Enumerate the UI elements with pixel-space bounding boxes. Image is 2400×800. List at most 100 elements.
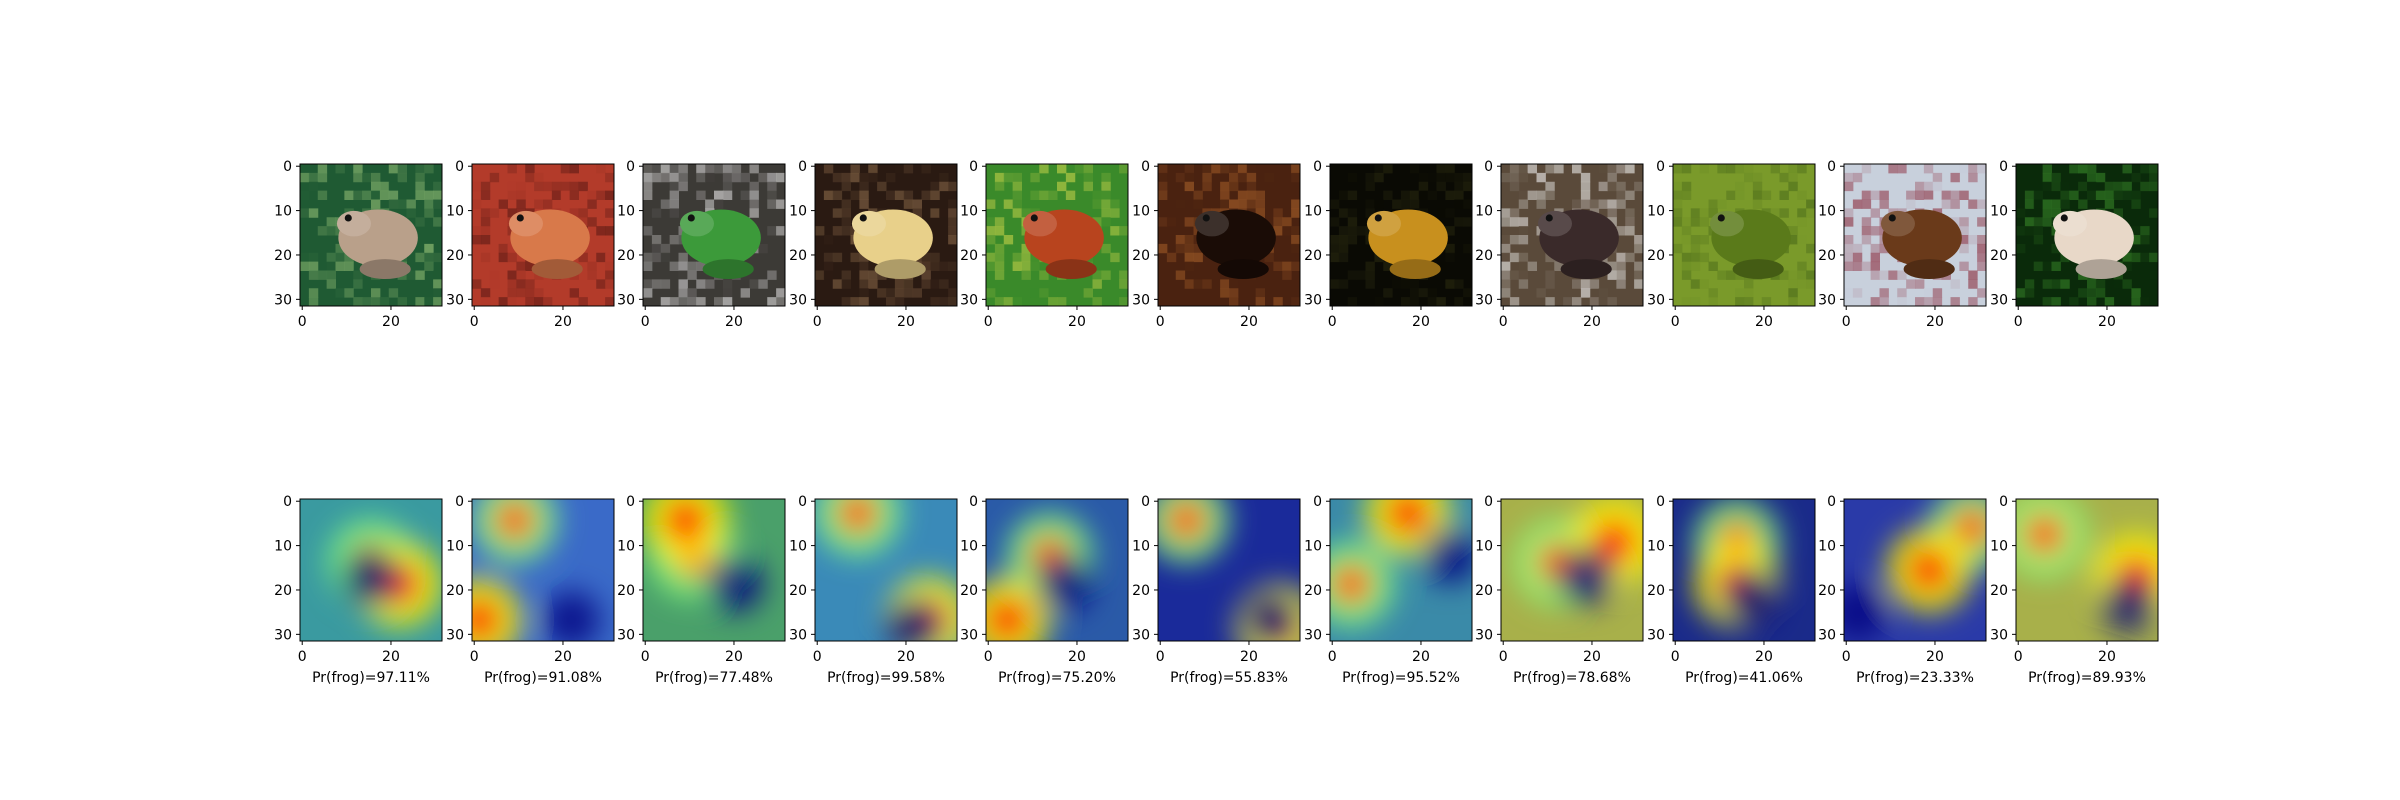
y-tick-label: 30	[617, 627, 635, 643]
y-tick-label: 10	[617, 539, 635, 555]
x-tick-label: 20	[1412, 314, 1430, 330]
heatmap-frame	[814, 498, 958, 642]
x-tick-label: 0	[984, 314, 993, 330]
y-tick-label: 20	[789, 248, 807, 264]
y-tick-label: 0	[1827, 159, 1836, 175]
x-tick-label: 20	[1583, 649, 1601, 665]
x-tick-label: 0	[1156, 649, 1165, 665]
probability-caption: Pr(frog)=41.06%	[1685, 670, 1803, 686]
input-image-2: 0 10 20 30 0 20	[446, 159, 615, 330]
y-tick-label: 0	[969, 494, 978, 510]
y-tick-label: 20	[1818, 583, 1836, 599]
y-tick-label: 30	[1304, 627, 1322, 643]
x-tick-label: 20	[554, 649, 572, 665]
y-tick-label: 0	[1141, 159, 1150, 175]
heatmap-3: 0 10 20 30 0 20 Pr(frog)=77.48%	[617, 494, 786, 686]
y-tick-label: 0	[1999, 159, 2008, 175]
x-tick-label: 0	[1671, 314, 1680, 330]
x-tick-label: 0	[1842, 314, 1851, 330]
input-image-9: 0 10 20 30 0 20	[1647, 159, 1816, 330]
y-tick-label: 20	[960, 583, 978, 599]
x-tick-label: 20	[1755, 314, 1773, 330]
input-image-frame	[1157, 163, 1301, 307]
y-tick-label: 10	[960, 539, 978, 555]
heatmap-frame	[1672, 498, 1816, 642]
y-tick-label: 10	[1475, 204, 1493, 220]
gradcam-overlay	[986, 499, 1128, 641]
probability-caption: Pr(frog)=99.58%	[827, 670, 945, 686]
y-tick-label: 10	[1990, 204, 2008, 220]
y-tick-label: 30	[1990, 627, 2008, 643]
y-tick-label: 0	[798, 159, 807, 175]
x-tick-label: 0	[470, 314, 479, 330]
y-tick-label: 30	[446, 627, 464, 643]
x-tick-label: 0	[1842, 649, 1851, 665]
heatmap-8: 0 10 20 30 0 20 Pr(frog)=78.68%	[1475, 494, 1644, 686]
y-tick-label: 10	[1132, 204, 1150, 220]
gradcam-overlay	[643, 499, 785, 641]
y-tick-label: 20	[1647, 248, 1665, 264]
y-tick-label: 20	[274, 583, 292, 599]
probability-caption: Pr(frog)=77.48%	[655, 670, 773, 686]
y-tick-label: 20	[1818, 248, 1836, 264]
y-tick-label: 10	[446, 204, 464, 220]
y-tick-label: 20	[1647, 583, 1665, 599]
input-image-frame	[1843, 163, 1987, 307]
x-tick-label: 20	[1412, 649, 1430, 665]
x-tick-label: 0	[2014, 649, 2023, 665]
y-tick-label: 0	[1141, 494, 1150, 510]
y-tick-label: 30	[274, 292, 292, 308]
x-tick-label: 0	[298, 649, 307, 665]
heatmap-frame	[1843, 498, 1987, 642]
heatmap-frame	[642, 498, 786, 642]
input-image-frame	[1500, 163, 1644, 307]
y-tick-label: 20	[1990, 248, 2008, 264]
input-image-11: 0 10 20 30 0 20	[1990, 159, 2159, 330]
x-tick-label: 0	[1328, 649, 1337, 665]
y-tick-label: 0	[626, 494, 635, 510]
y-tick-label: 10	[789, 539, 807, 555]
y-tick-label: 10	[1647, 204, 1665, 220]
x-tick-label: 0	[641, 314, 650, 330]
y-tick-label: 30	[960, 292, 978, 308]
y-tick-label: 0	[969, 159, 978, 175]
x-tick-label: 0	[1671, 649, 1680, 665]
input-image-frame	[2015, 163, 2159, 307]
y-tick-label: 10	[789, 204, 807, 220]
y-tick-label: 0	[1484, 159, 1493, 175]
y-tick-label: 0	[283, 159, 292, 175]
y-tick-label: 30	[1304, 292, 1322, 308]
y-tick-label: 30	[1990, 292, 2008, 308]
y-tick-label: 20	[617, 248, 635, 264]
x-tick-label: 20	[725, 649, 743, 665]
y-tick-label: 20	[446, 583, 464, 599]
heatmap-5: 0 10 20 30 0 20 Pr(frog)=75.20%	[960, 494, 1129, 686]
heatmap-1: 0 10 20 30 0 20 Pr(frog)=97.11%	[274, 494, 443, 686]
y-tick-label: 30	[1475, 627, 1493, 643]
y-tick-label: 0	[1484, 494, 1493, 510]
x-tick-label: 0	[298, 314, 307, 330]
y-tick-label: 0	[455, 159, 464, 175]
y-tick-label: 20	[960, 248, 978, 264]
y-tick-label: 0	[1827, 494, 1836, 510]
x-tick-label: 20	[2098, 649, 2116, 665]
x-tick-label: 0	[641, 649, 650, 665]
y-tick-label: 20	[1304, 583, 1322, 599]
y-tick-label: 20	[274, 248, 292, 264]
y-tick-label: 20	[1990, 583, 2008, 599]
y-tick-label: 30	[1818, 292, 1836, 308]
frog-photo	[1673, 164, 1815, 306]
y-tick-label: 30	[1818, 627, 1836, 643]
input-image-1: 0 10 20 30 0 20	[274, 159, 443, 330]
x-tick-label: 0	[984, 649, 993, 665]
heatmap-frame	[2015, 498, 2159, 642]
heatmap-9: 0 10 20 30 0 20 Pr(frog)=41.06%	[1647, 494, 1816, 686]
x-tick-label: 20	[554, 314, 572, 330]
y-tick-label: 30	[274, 627, 292, 643]
y-tick-label: 30	[1475, 292, 1493, 308]
probability-caption: Pr(frog)=55.83%	[1170, 670, 1288, 686]
input-image-4: 0 10 20 30 0 20	[789, 159, 958, 330]
heatmap-6: 0 10 20 30 0 20 Pr(frog)=55.83%	[1132, 494, 1301, 686]
x-tick-label: 20	[725, 314, 743, 330]
